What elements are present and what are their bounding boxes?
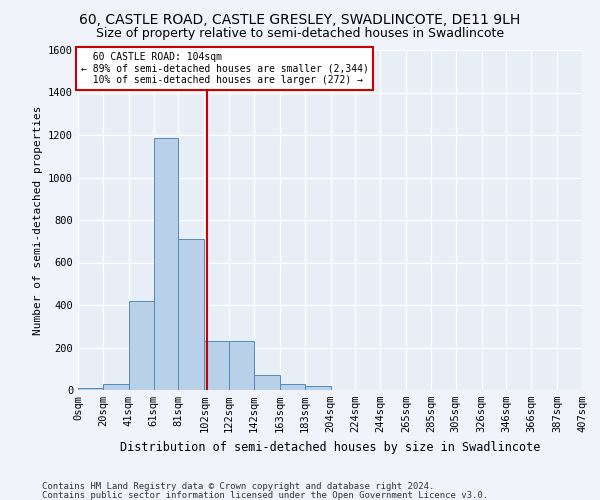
Text: Size of property relative to semi-detached houses in Swadlincote: Size of property relative to semi-detach… xyxy=(96,28,504,40)
Bar xyxy=(129,300,154,390)
Bar xyxy=(254,375,280,390)
Bar xyxy=(154,138,178,390)
Bar xyxy=(78,388,103,390)
Text: Contains public sector information licensed under the Open Government Licence v3: Contains public sector information licen… xyxy=(42,490,488,500)
Text: 60, CASTLE ROAD, CASTLE GRESLEY, SWADLINCOTE, DE11 9LH: 60, CASTLE ROAD, CASTLE GRESLEY, SWADLIN… xyxy=(79,12,521,26)
Text: 60 CASTLE ROAD: 104sqm
← 89% of semi-detached houses are smaller (2,344)
  10% o: 60 CASTLE ROAD: 104sqm ← 89% of semi-det… xyxy=(80,52,368,85)
Bar xyxy=(178,239,205,390)
Bar xyxy=(280,384,305,390)
X-axis label: Distribution of semi-detached houses by size in Swadlincote: Distribution of semi-detached houses by … xyxy=(120,440,540,454)
Bar xyxy=(103,384,129,390)
Bar xyxy=(205,341,229,390)
Bar xyxy=(229,341,254,390)
Y-axis label: Number of semi-detached properties: Number of semi-detached properties xyxy=(32,106,43,335)
Text: Contains HM Land Registry data © Crown copyright and database right 2024.: Contains HM Land Registry data © Crown c… xyxy=(42,482,434,491)
Bar xyxy=(305,386,331,390)
